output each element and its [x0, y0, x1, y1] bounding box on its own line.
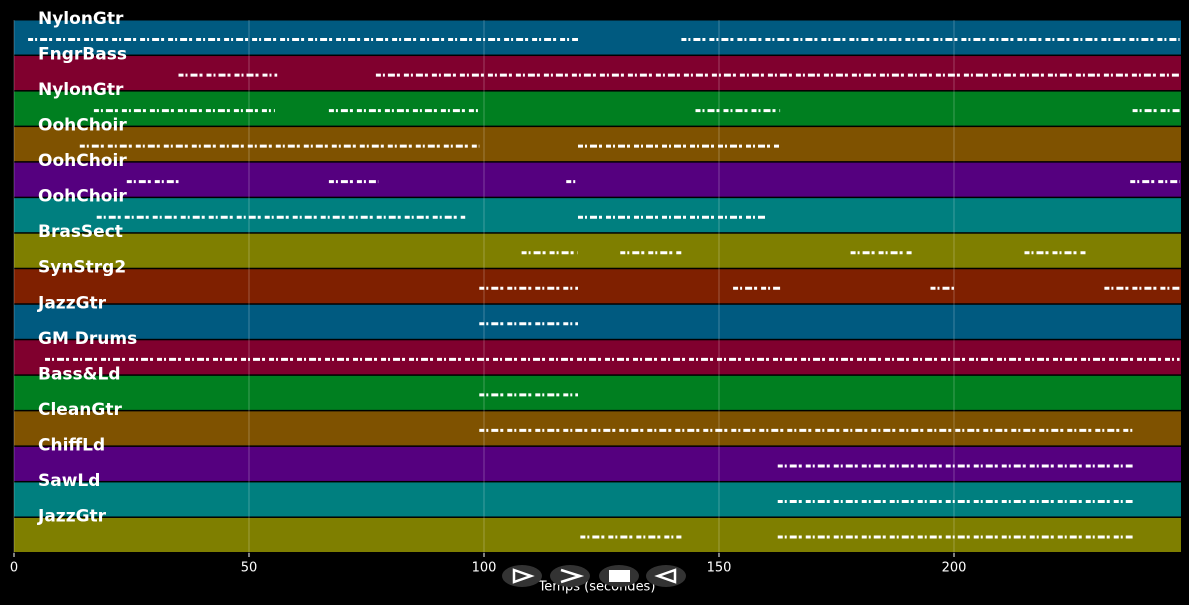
track-row: [14, 162, 1181, 197]
tracks: [14, 20, 1181, 552]
track-row: [14, 269, 1181, 304]
track-label: SawLd: [38, 471, 100, 491]
track-row: [14, 304, 1181, 339]
play-button[interactable]: [502, 565, 542, 587]
forward-button[interactable]: [550, 565, 590, 587]
track-label: CleanGtr: [38, 400, 122, 420]
track-label: OohChoir: [38, 187, 127, 207]
track-row: [14, 517, 1181, 552]
track-row: [14, 91, 1181, 126]
grid: [13, 20, 955, 553]
track-row: [14, 127, 1181, 162]
track-row: [14, 20, 1181, 55]
playback-controls: [502, 565, 686, 587]
track-label: ChiffLd: [38, 435, 105, 455]
track-row: [14, 56, 1181, 91]
track-label: BrasSect: [38, 222, 123, 242]
track-label: JazzGtr: [37, 293, 107, 313]
track-label: NylonGtr: [38, 80, 124, 100]
track-row: [14, 411, 1181, 446]
track-label: JazzGtr: [37, 506, 107, 526]
track-row: [14, 233, 1181, 268]
x-tick-label: 150: [707, 561, 732, 576]
track-row: [14, 482, 1181, 517]
track-label: SynStrg2: [38, 258, 126, 278]
track-label: NylonGtr: [38, 9, 124, 29]
track-label: OohChoir: [38, 151, 127, 171]
stop-button[interactable]: [599, 565, 639, 587]
x-tick-label: 50: [241, 561, 258, 576]
x-tick-label: 0: [10, 561, 18, 576]
track-row: [14, 375, 1181, 410]
track-row: [14, 340, 1181, 375]
x-tick-label: 200: [942, 561, 967, 576]
rewind-button[interactable]: [646, 565, 686, 587]
track-row: [14, 198, 1181, 233]
x-tick-label: 100: [472, 561, 497, 576]
track-label: Bass&Ld: [38, 364, 121, 384]
track-label: FngrBass: [38, 45, 127, 65]
track-row: [14, 446, 1181, 481]
notes: [28, 38, 1180, 539]
track-label: GM Drums: [38, 329, 137, 349]
track-labels: NylonGtr FngrBass NylonGtr OohChoir OohChoir…: [37, 9, 137, 526]
track-label: OohChoir: [38, 116, 127, 136]
